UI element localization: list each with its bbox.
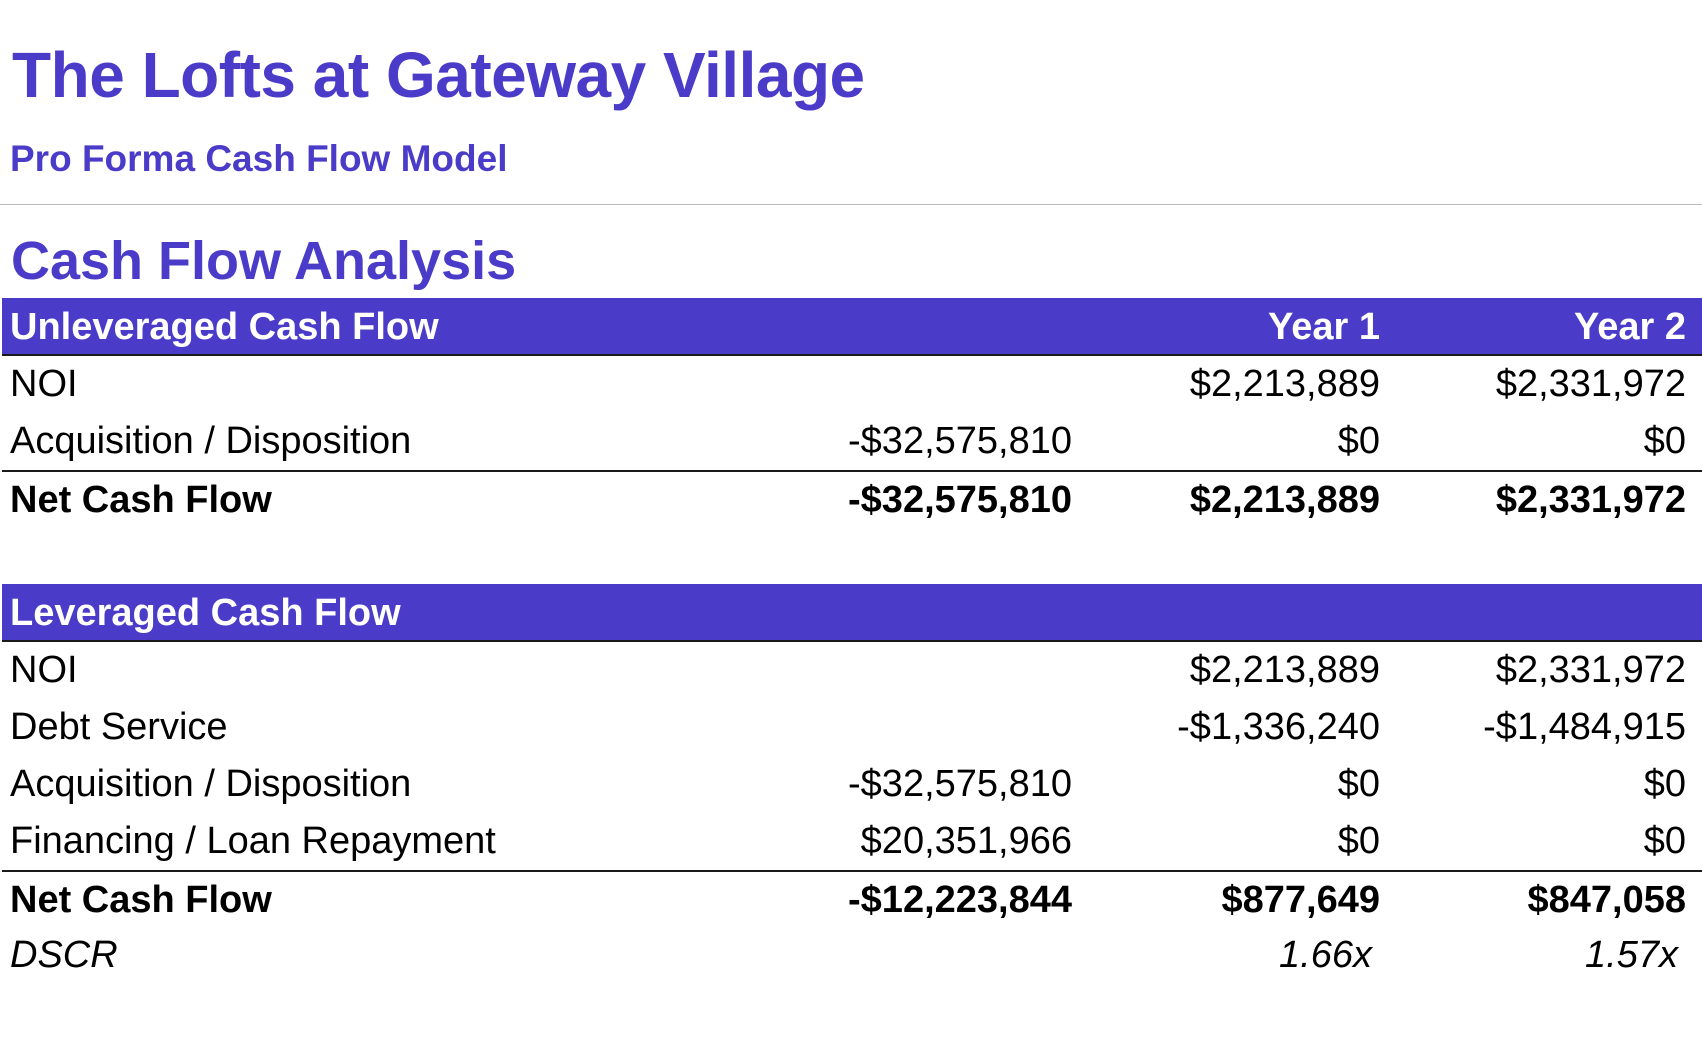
- row-label: Net Cash Flow: [10, 879, 272, 921]
- cell-value: -$1,336,240: [1177, 706, 1380, 748]
- cell-value: $2,213,889: [1189, 363, 1380, 405]
- table-heading: Unleveraged Cash Flow: [10, 306, 439, 348]
- cell-value: 1.57x: [1585, 934, 1678, 976]
- column-header-year-1: Year 1: [1268, 306, 1380, 348]
- cell-value: $2,331,972: [1495, 479, 1686, 521]
- row-label: Debt Service: [10, 706, 228, 748]
- table-row: NOI $2,213,889 $2,331,972: [2, 642, 1702, 699]
- table-header: Unleveraged Cash Flow Year 1 Year 2: [2, 298, 1702, 356]
- cell-value: $0: [1337, 763, 1380, 805]
- cell-value: $2,213,889: [1189, 649, 1380, 691]
- total-row: Net Cash Flow -$32,575,810 $2,213,889 $2…: [2, 470, 1702, 527]
- row-label: Net Cash Flow: [10, 479, 272, 521]
- cell-value: $0: [1643, 820, 1686, 862]
- cell-value: -$32,575,810: [848, 479, 1072, 521]
- table-row: Acquisition / Disposition -$32,575,810 $…: [2, 413, 1702, 470]
- cell-value: -$12,223,844: [848, 879, 1072, 921]
- cell-value: $0: [1337, 420, 1380, 462]
- unleveraged-cash-flow-table: Unleveraged Cash Flow Year 1 Year 2 NOI …: [2, 298, 1702, 527]
- cell-value: $20,351,966: [860, 820, 1072, 862]
- row-label: Acquisition / Disposition: [10, 420, 412, 462]
- row-label: NOI: [10, 649, 78, 691]
- section-title: Cash Flow Analysis: [11, 231, 517, 291]
- total-row: Net Cash Flow -$12,223,844 $877,649 $847…: [2, 870, 1702, 927]
- leveraged-cash-flow-table: Leveraged Cash Flow NOI $2,213,889 $2,33…: [2, 584, 1702, 984]
- cell-value: 1.66x: [1279, 934, 1372, 976]
- cell-value: $0: [1337, 820, 1380, 862]
- row-label: DSCR: [10, 934, 118, 976]
- row-label: NOI: [10, 363, 78, 405]
- cell-value: $0: [1643, 420, 1686, 462]
- cell-value: -$1,484,915: [1483, 706, 1686, 748]
- cell-value: $847,058: [1527, 879, 1687, 921]
- cell-value: $2,331,972: [1495, 363, 1686, 405]
- row-label: Acquisition / Disposition: [10, 763, 412, 805]
- table-row: NOI $2,213,889 $2,331,972: [2, 356, 1702, 413]
- row-label: Financing / Loan Repayment: [10, 820, 496, 862]
- dscr-row: DSCR 1.66x 1.57x: [2, 927, 1702, 984]
- table-row: Financing / Loan Repayment $20,351,966 $…: [2, 813, 1702, 870]
- table-row: Debt Service -$1,336,240 -$1,484,915: [2, 699, 1702, 756]
- cell-value: $2,213,889: [1189, 479, 1380, 521]
- cell-value: -$32,575,810: [848, 420, 1072, 462]
- cell-value: -$32,575,810: [848, 763, 1072, 805]
- column-header-year-2: Year 2: [1574, 306, 1686, 348]
- table-header: Leveraged Cash Flow: [2, 584, 1702, 642]
- page-subtitle: Pro Forma Cash Flow Model: [10, 138, 508, 179]
- cell-value: $0: [1643, 763, 1686, 805]
- page-title: The Lofts at Gateway Village: [12, 39, 865, 111]
- table-heading: Leveraged Cash Flow: [10, 592, 401, 634]
- divider: [0, 204, 1702, 205]
- cell-value: $877,649: [1221, 879, 1381, 921]
- cell-value: $2,331,972: [1495, 649, 1686, 691]
- table-row: Acquisition / Disposition -$32,575,810 $…: [2, 756, 1702, 813]
